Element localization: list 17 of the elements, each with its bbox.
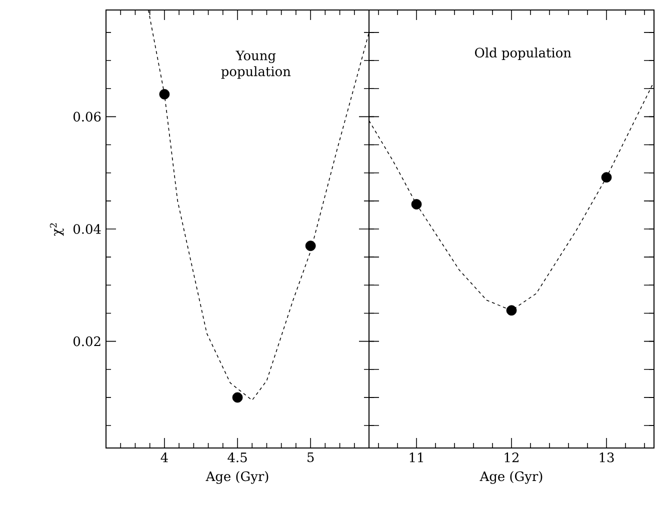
- x-tick-label: 4: [160, 452, 168, 462]
- y-tick-label: 0.06: [74, 112, 101, 122]
- x-tick-label: 13: [600, 452, 614, 462]
- annotation: Young population: [221, 50, 291, 79]
- x-axis-title: Age (Gyr): [206, 471, 268, 484]
- point: [159, 89, 170, 100]
- x-tick-label: 4.5: [228, 452, 247, 462]
- y-axis-title: χ$^{2}$: [50, 223, 64, 236]
- x-tick-label: 11: [410, 452, 423, 462]
- annotation: Old population: [475, 48, 572, 60]
- point: [232, 392, 243, 403]
- y-tick-label: 0.02: [74, 336, 100, 346]
- point: [305, 240, 316, 252]
- y-tick-label: 0.04: [74, 224, 101, 234]
- x-tick-label: 5: [308, 452, 314, 462]
- x-axis-title: Age (Gyr): [480, 471, 542, 484]
- x-tick-label: 12: [504, 452, 518, 462]
